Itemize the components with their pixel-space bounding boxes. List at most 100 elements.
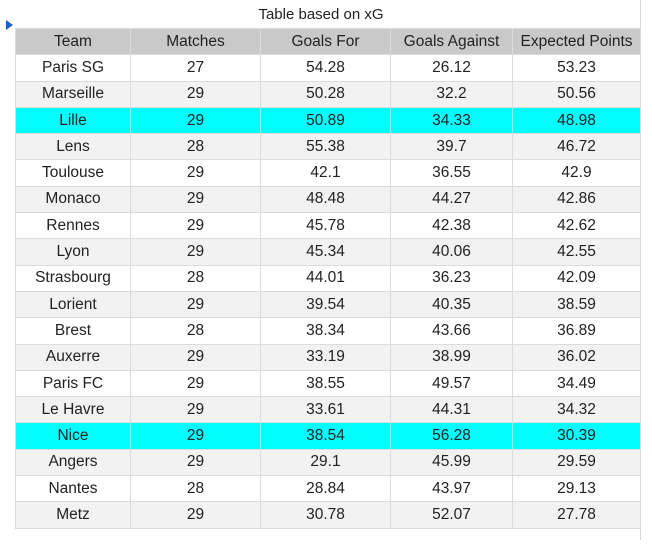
value-cell: 38.59 <box>512 290 641 319</box>
team-cell: Nice <box>15 422 131 450</box>
table-row: Rennes 29 45.78 42.38 42.62 <box>15 212 641 240</box>
value-cell: 36.02 <box>512 343 641 371</box>
team-cell: Lille <box>15 106 131 135</box>
column-header: Team <box>15 27 131 56</box>
value-cell: 38.55 <box>260 369 391 398</box>
table-body: Paris SG 27 54.28 26.12 53.23 Marseille 29 50.2… <box>15 54 641 529</box>
table-row: Paris FC 29 38.55 49.57 34.49 <box>15 369 641 398</box>
value-cell: 53.23 <box>512 54 641 82</box>
value-cell: 55.38 <box>260 133 391 161</box>
value-cell: 29 <box>130 422 261 450</box>
value-cell: 27 <box>130 54 261 82</box>
value-cell: 29.1 <box>260 448 391 477</box>
value-cell: 29 <box>130 185 261 214</box>
value-cell: 26.12 <box>390 54 513 82</box>
team-cell: Auxerre <box>15 343 131 371</box>
value-cell: 27.78 <box>512 501 641 529</box>
value-cell: 36.89 <box>512 317 641 345</box>
value-cell: 29 <box>130 212 261 240</box>
table-row: Toulouse 29 42.1 36.55 42.9 <box>15 159 641 187</box>
value-cell: 54.28 <box>260 54 391 82</box>
table-row: Lille 29 50.89 34.33 48.98 <box>15 106 641 135</box>
value-cell: 48.48 <box>260 185 391 214</box>
value-cell: 29.13 <box>512 475 641 503</box>
value-cell: 42.09 <box>512 264 641 292</box>
value-cell: 29 <box>130 159 261 187</box>
value-cell: 28 <box>130 264 261 292</box>
value-cell: 33.19 <box>260 343 391 371</box>
value-cell: 42.1 <box>260 159 391 187</box>
table-row: Marseille 29 50.28 32.2 50.56 <box>15 80 641 108</box>
value-cell: 42.62 <box>512 212 641 240</box>
table-row: Monaco 29 48.48 44.27 42.86 <box>15 185 641 214</box>
value-cell: 49.57 <box>390 369 513 398</box>
team-cell: Paris FC <box>15 369 131 398</box>
team-cell: Brest <box>15 317 131 345</box>
team-cell: Metz <box>15 501 131 529</box>
value-cell: 30.78 <box>260 501 391 529</box>
team-cell: Paris SG <box>15 54 131 82</box>
grid-line <box>640 0 641 540</box>
value-cell: 29.59 <box>512 448 641 477</box>
value-cell: 28.84 <box>260 475 391 503</box>
column-header: Expected Points <box>512 27 641 56</box>
value-cell: 39.54 <box>260 290 391 319</box>
value-cell: 30.39 <box>512 422 641 450</box>
value-cell: 36.55 <box>390 159 513 187</box>
value-cell: 39.7 <box>390 133 513 161</box>
table-row: Lyon 29 45.34 40.06 42.55 <box>15 238 641 266</box>
table-row: Brest 28 38.34 43.66 36.89 <box>15 317 641 345</box>
value-cell: 50.28 <box>260 80 391 108</box>
team-cell: Lens <box>15 133 131 161</box>
value-cell: 34.32 <box>512 396 641 424</box>
value-cell: 38.54 <box>260 422 391 450</box>
value-cell: 34.49 <box>512 369 641 398</box>
table-row: Paris SG 27 54.28 26.12 53.23 <box>15 54 641 82</box>
column-header: Goals For <box>260 27 391 56</box>
value-cell: 42.9 <box>512 159 641 187</box>
value-cell: 28 <box>130 133 261 161</box>
value-cell: 43.66 <box>390 317 513 345</box>
value-cell: 48.98 <box>512 106 641 135</box>
team-cell: Angers <box>15 448 131 477</box>
column-header: Matches <box>130 27 261 56</box>
value-cell: 29 <box>130 501 261 529</box>
value-cell: 29 <box>130 106 261 135</box>
table-row: Nice 29 38.54 56.28 30.39 <box>15 422 641 450</box>
value-cell: 29 <box>130 290 261 319</box>
value-cell: 56.28 <box>390 422 513 450</box>
table: Team Matches Goals For Goals Against Expecte… <box>15 27 641 529</box>
table-row: Lorient 29 39.54 40.35 38.59 <box>15 290 641 319</box>
value-cell: 45.34 <box>260 238 391 266</box>
team-cell: Monaco <box>15 185 131 214</box>
value-cell: 34.33 <box>390 106 513 135</box>
team-cell: Le Havre <box>15 396 131 424</box>
team-cell: Lorient <box>15 290 131 319</box>
value-cell: 38.99 <box>390 343 513 371</box>
table-row: Lens 28 55.38 39.7 46.72 <box>15 133 641 161</box>
value-cell: 45.78 <box>260 212 391 240</box>
table-row: Nantes 28 28.84 43.97 29.13 <box>15 475 641 503</box>
value-cell: 28 <box>130 475 261 503</box>
value-cell: 50.89 <box>260 106 391 135</box>
team-cell: Toulouse <box>15 159 131 187</box>
team-cell: Rennes <box>15 212 131 240</box>
value-cell: 44.31 <box>390 396 513 424</box>
value-cell: 42.55 <box>512 238 641 266</box>
table-row: Le Havre 29 33.61 44.31 34.32 <box>15 396 641 424</box>
value-cell: 33.61 <box>260 396 391 424</box>
table-row: Strasbourg 28 44.01 36.23 42.09 <box>15 264 641 292</box>
marker <box>6 20 13 30</box>
value-cell: 29 <box>130 80 261 108</box>
header-row: Team Matches Goals For Goals Against Expecte… <box>15 27 641 56</box>
value-cell: 32.2 <box>390 80 513 108</box>
value-cell: 40.06 <box>390 238 513 266</box>
value-cell: 40.35 <box>390 290 513 319</box>
value-cell: 42.38 <box>390 212 513 240</box>
value-cell: 50.56 <box>512 80 641 108</box>
team-cell: Marseille <box>15 80 131 108</box>
value-cell: 45.99 <box>390 448 513 477</box>
value-cell: 44.01 <box>260 264 391 292</box>
table-row: Angers 29 29.1 45.99 29.59 <box>15 448 641 477</box>
